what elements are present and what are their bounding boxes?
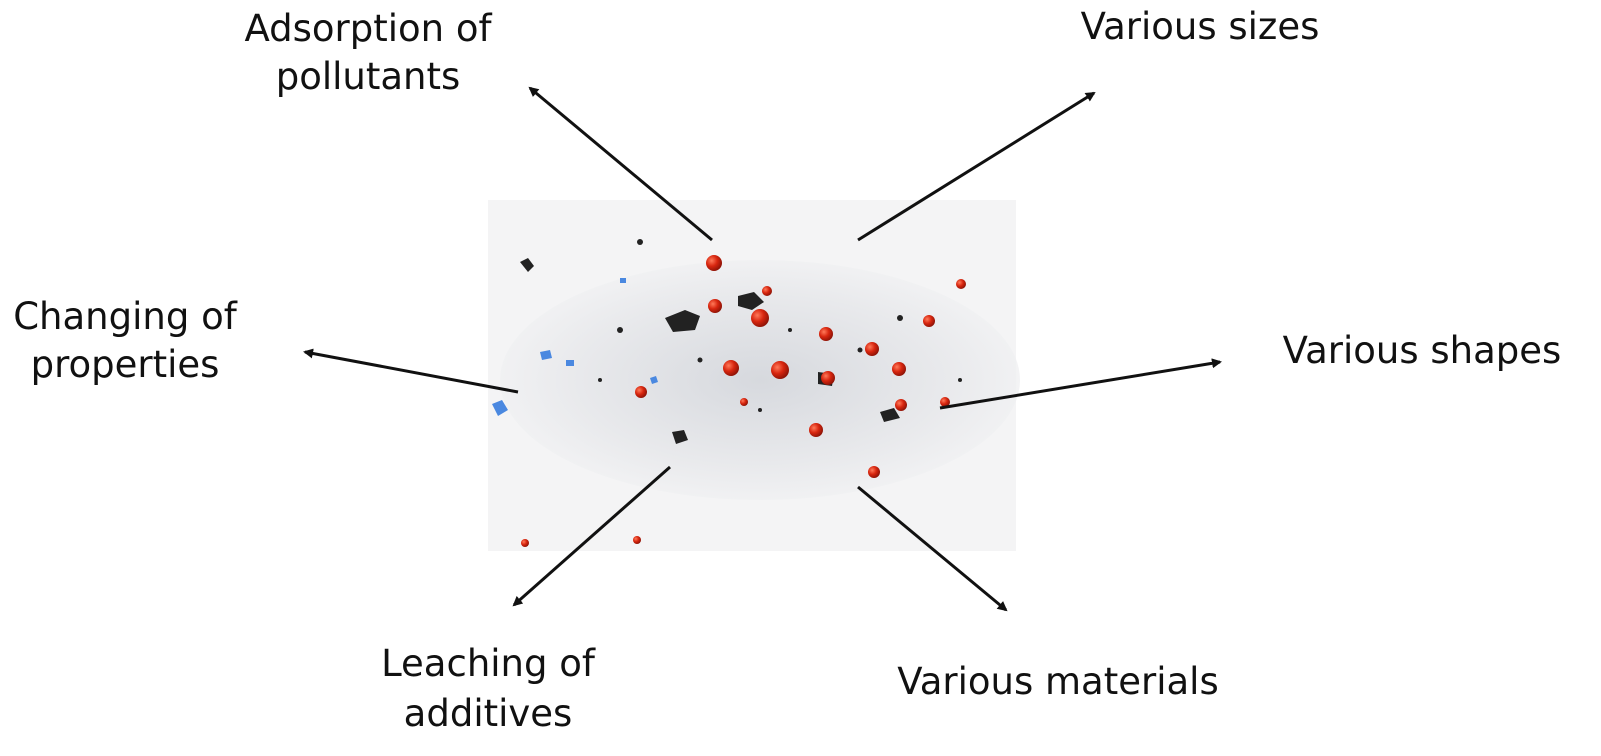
photo <box>488 200 1020 551</box>
node-label: Adsorption of pollutants <box>244 7 492 98</box>
label-line: properties <box>31 343 220 386</box>
label-line: Various shapes <box>1283 329 1562 372</box>
diagram: Adsorption of pollutants Various sizes Ch… <box>0 0 1601 752</box>
node-label: Various shapes <box>1283 329 1562 372</box>
label-line: Various materials <box>897 660 1218 703</box>
label-line: Adsorption of <box>244 7 492 50</box>
label-line: additives <box>404 692 573 735</box>
page: {"nodes": [ {"lines": ["Adsorption of", … <box>0 0 1601 752</box>
node-label: Various sizes <box>1081 5 1320 48</box>
arrow <box>305 352 518 392</box>
label-line: pollutants <box>276 55 461 98</box>
label-line: Various sizes <box>1081 5 1320 48</box>
node-label: Various materials <box>897 660 1218 703</box>
node-label: Changing of properties <box>13 295 238 386</box>
label-line: Changing of <box>13 295 238 338</box>
node-label: Leaching of additives <box>381 642 596 735</box>
label-line: Leaching of <box>381 642 596 685</box>
